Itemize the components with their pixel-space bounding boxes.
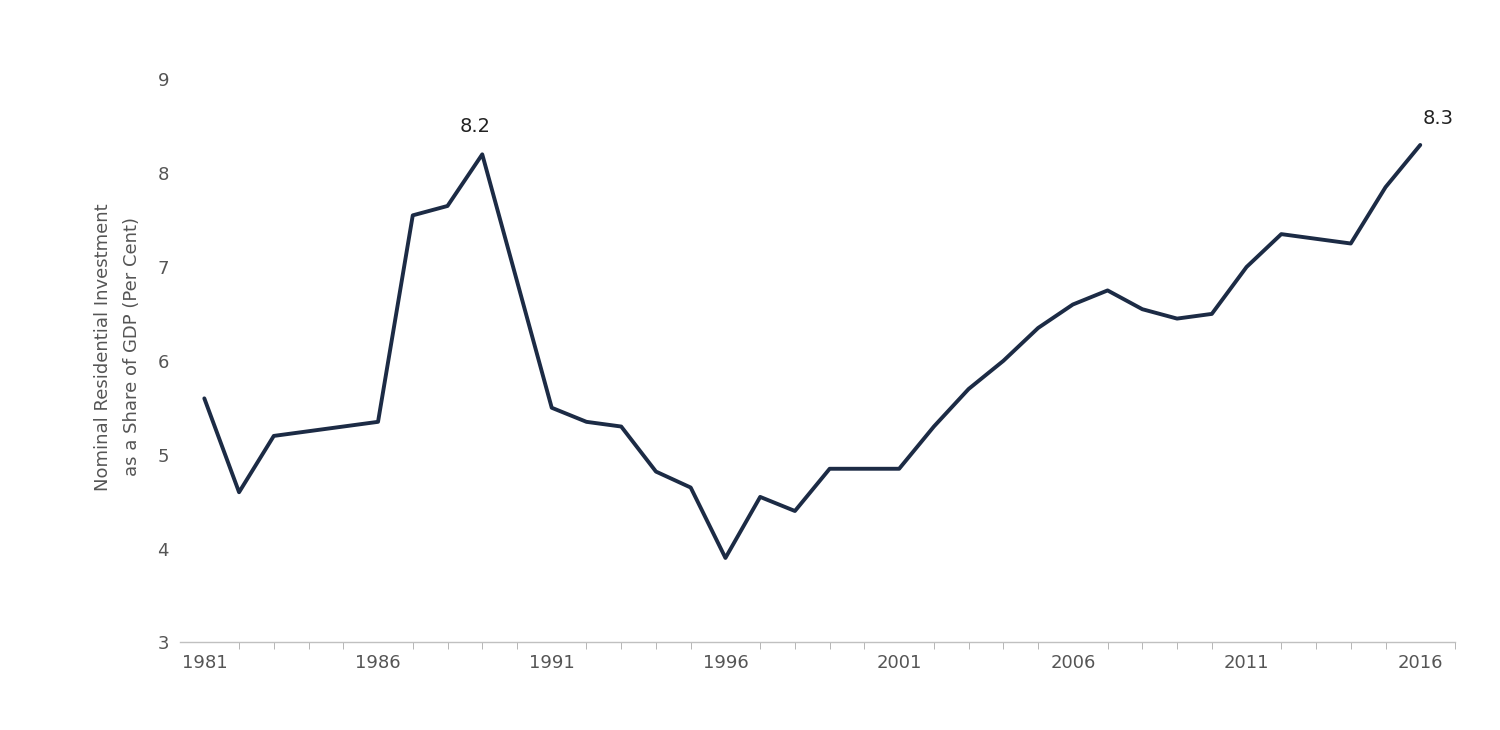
Text: 8.2: 8.2 — [460, 117, 490, 136]
Text: 8.3: 8.3 — [1422, 109, 1454, 128]
Y-axis label: Nominal Residential Investment
as a Share of GDP (Per Cent): Nominal Residential Investment as a Shar… — [93, 203, 141, 491]
